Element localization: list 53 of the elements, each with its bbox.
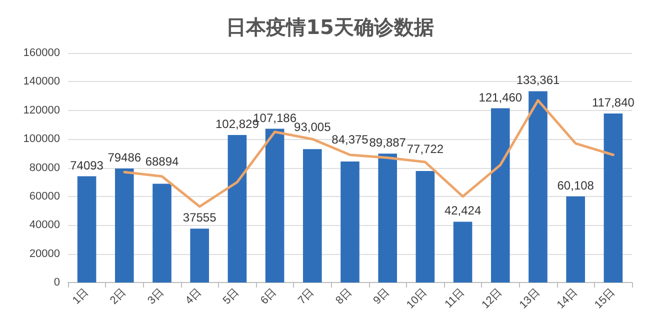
data-label: 60,108 xyxy=(557,178,594,192)
x-tick-label: 11日 xyxy=(442,286,468,311)
x-tick-label: 6日 xyxy=(258,286,280,307)
y-tick-label: 160000 xyxy=(23,47,60,59)
bar xyxy=(152,184,172,283)
x-tick-label: 13日 xyxy=(517,286,542,312)
bar xyxy=(453,222,472,283)
x-tick-label: 14日 xyxy=(554,286,580,312)
y-tick-label: 40000 xyxy=(29,219,60,232)
data-label: 93,005 xyxy=(294,120,332,134)
y-tick-label: 120000 xyxy=(23,104,60,116)
data-label: 133,361 xyxy=(516,73,560,88)
bar xyxy=(115,168,134,283)
data-label: 117,840 xyxy=(592,95,635,110)
bar xyxy=(416,171,435,283)
bar xyxy=(604,113,623,283)
x-tick-label: 10日 xyxy=(404,286,430,312)
bar xyxy=(491,108,510,283)
data-label: 89,887 xyxy=(369,136,406,150)
bar xyxy=(190,228,209,283)
data-label: 74093 xyxy=(70,158,104,172)
data-label: 37555 xyxy=(182,210,217,225)
data-label: 68894 xyxy=(145,154,180,169)
bar xyxy=(340,162,360,283)
data-label: 77,722 xyxy=(406,142,444,156)
bar xyxy=(303,149,322,283)
y-tick-label: 20000 xyxy=(29,248,60,260)
x-tick-label: 9日 xyxy=(371,286,392,307)
y-tick-label: 60000 xyxy=(29,190,60,202)
y-tick-label: 140000 xyxy=(23,76,60,88)
x-tick-label: 4日 xyxy=(183,286,204,307)
x-tick-label: 3日 xyxy=(146,286,166,307)
bar xyxy=(528,91,548,283)
x-tick-label: 7日 xyxy=(296,286,317,307)
x-tick-label: 8日 xyxy=(334,286,354,307)
bar xyxy=(378,154,397,283)
x-tick-label: 1日 xyxy=(70,286,92,307)
bar xyxy=(77,176,96,283)
bar xyxy=(265,128,284,283)
x-tick-label: 15日 xyxy=(592,286,618,312)
data-label: 84,375 xyxy=(332,132,369,147)
data-label: 121,460 xyxy=(478,90,522,104)
y-tick-label: 80000 xyxy=(29,162,60,174)
y-tick-label: 100000 xyxy=(23,133,60,146)
chart-title: 日本疫情15天确诊数据 xyxy=(226,15,434,39)
x-tick-label: 5日 xyxy=(220,286,242,307)
data-label: 42,424 xyxy=(444,204,482,218)
x-tick-label: 2日 xyxy=(108,286,129,307)
x-tick-label: 12日 xyxy=(480,286,505,312)
bar xyxy=(228,135,247,283)
bar xyxy=(566,196,585,283)
y-tick-label: 0 xyxy=(54,276,60,289)
data-label: 79486 xyxy=(108,150,142,165)
